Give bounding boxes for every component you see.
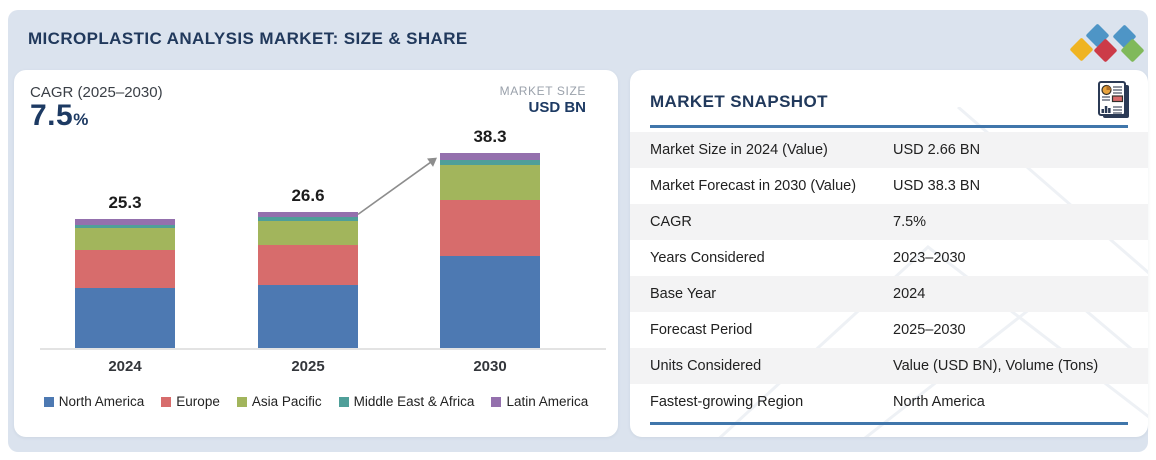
market-size-label: MARKET SIZE xyxy=(499,84,586,98)
snapshot-bottom-divider xyxy=(650,422,1128,425)
bar-segment xyxy=(258,221,358,246)
bar-segment xyxy=(440,200,540,256)
snapshot-panel: MARKET SNAPSHOT Market Size in 2024 (Val… xyxy=(630,70,1148,437)
bar-total-label: 26.6 xyxy=(291,186,325,206)
legend-item: Asia Pacific xyxy=(236,394,322,409)
legend-label: Middle East & Africa xyxy=(353,394,475,409)
snapshot-row-value: North America xyxy=(893,394,985,410)
report-document-icon xyxy=(1098,81,1129,118)
cagr-label: CAGR (2025–2030) xyxy=(30,84,163,101)
bar-segment xyxy=(440,152,540,160)
legend-swatch xyxy=(338,396,349,407)
legend-swatch xyxy=(236,396,247,407)
market-size-caption: MARKET SIZE USD BN xyxy=(500,84,586,116)
stacked-bar-2025 xyxy=(258,212,358,348)
snapshot-row: Units Considered Value (USD BN), Volume (… xyxy=(630,348,1148,384)
stacked-bar-2030 xyxy=(440,152,540,348)
market-size-unit: USD BN xyxy=(528,99,586,116)
legend-swatch xyxy=(43,396,54,407)
bar-segment xyxy=(440,255,540,348)
logo-diamond-yellow xyxy=(1069,37,1094,62)
bar-segment xyxy=(75,224,175,228)
snapshot-row: Forecast Period 2025–2030 xyxy=(630,312,1148,348)
bar-segment xyxy=(75,287,175,348)
legend-item: Europe xyxy=(161,394,220,409)
bar-segment xyxy=(258,245,358,285)
snapshot-row-value: 7.5% xyxy=(893,214,927,230)
x-axis-label-2030: 2030 xyxy=(473,358,507,375)
chart-legend: North America Europe Asia Pacific Middle Ea… xyxy=(14,394,618,409)
snapshot-row-value: USD 38.3 BN xyxy=(893,178,981,194)
snapshot-title: MARKET SNAPSHOT xyxy=(650,92,828,111)
page-title: MICROPLASTIC ANALYSIS MARKET: SIZE & SHA… xyxy=(28,29,468,48)
snapshot-row: Market Forecast in 2030 (Value) USD 38.3 … xyxy=(630,168,1148,204)
snapshot-row-label: Years Considered xyxy=(650,250,765,266)
x-axis-label-2025: 2025 xyxy=(291,358,325,375)
bar-segment xyxy=(258,284,358,348)
snapshot-row-value: USD 2.66 BN xyxy=(893,142,981,158)
snapshot-row: Fastest-growing Region North America xyxy=(630,384,1148,420)
snapshot-row-label: Units Considered xyxy=(650,358,762,374)
cagr-unit: % xyxy=(73,110,89,129)
legend-swatch xyxy=(491,396,502,407)
bar-segment xyxy=(440,164,540,201)
legend-label: Latin America xyxy=(506,394,589,409)
legend-item: Middle East & Africa xyxy=(338,394,475,409)
legend-item: Latin America xyxy=(491,394,588,409)
snapshot-row-label: Forecast Period xyxy=(650,322,753,338)
legend-label: North America xyxy=(58,394,145,409)
snapshot-row-value: 2025–2030 xyxy=(893,322,966,338)
bar-total-label: 25.3 xyxy=(108,192,142,212)
legend-item: North America xyxy=(43,394,145,409)
x-axis-label-2024: 2024 xyxy=(108,358,142,375)
snapshot-row: Base Year 2024 xyxy=(630,276,1148,312)
snapshot-row-label: CAGR xyxy=(650,214,692,230)
brand-logo xyxy=(1068,22,1148,64)
bar-segment xyxy=(258,217,358,222)
snapshot-row-label: Market Forecast in 2030 (Value) xyxy=(650,178,857,194)
legend-label: Europe xyxy=(176,394,220,409)
stacked-bar-chart: 25.3 2024 26.6 2025 38.3 2030 xyxy=(40,70,606,375)
snapshot-row-label: Fastest-growing Region xyxy=(650,394,804,410)
snapshot-row-value: 2023–2030 xyxy=(893,250,966,266)
legend-label: Asia Pacific xyxy=(251,394,322,409)
snapshot-row-label: Market Size in 2024 (Value) xyxy=(650,142,828,158)
snapshot-row: Years Considered 2023–2030 xyxy=(630,240,1148,276)
snapshot-row-value: Value (USD BN), Volume (Tons) xyxy=(893,358,1099,374)
snapshot-row: Market Size in 2024 (Value) USD 2.66 BN xyxy=(630,132,1148,168)
bar-segment xyxy=(258,212,358,218)
stacked-bar-2024 xyxy=(75,219,175,348)
snapshot-row: CAGR 7.5% xyxy=(630,204,1148,240)
snapshot-table: Market Size in 2024 (Value) USD 2.66 BN Ma… xyxy=(630,132,1148,420)
snapshot-header-divider xyxy=(650,125,1128,128)
bar-segment xyxy=(75,219,175,225)
snapshot-row-value: 2024 xyxy=(893,286,926,302)
bar-segment xyxy=(75,250,175,288)
cagr-value: 7.5% xyxy=(30,99,89,132)
bar-segment xyxy=(75,227,175,251)
bar-total-label: 38.3 xyxy=(473,126,507,146)
legend-swatch xyxy=(161,396,172,407)
chart-panel: CAGR (2025–2030) 7.5% MARKET SIZE USD BN… xyxy=(14,70,618,437)
snapshot-row-label: Base Year xyxy=(650,286,717,302)
bar-segment xyxy=(440,159,540,165)
